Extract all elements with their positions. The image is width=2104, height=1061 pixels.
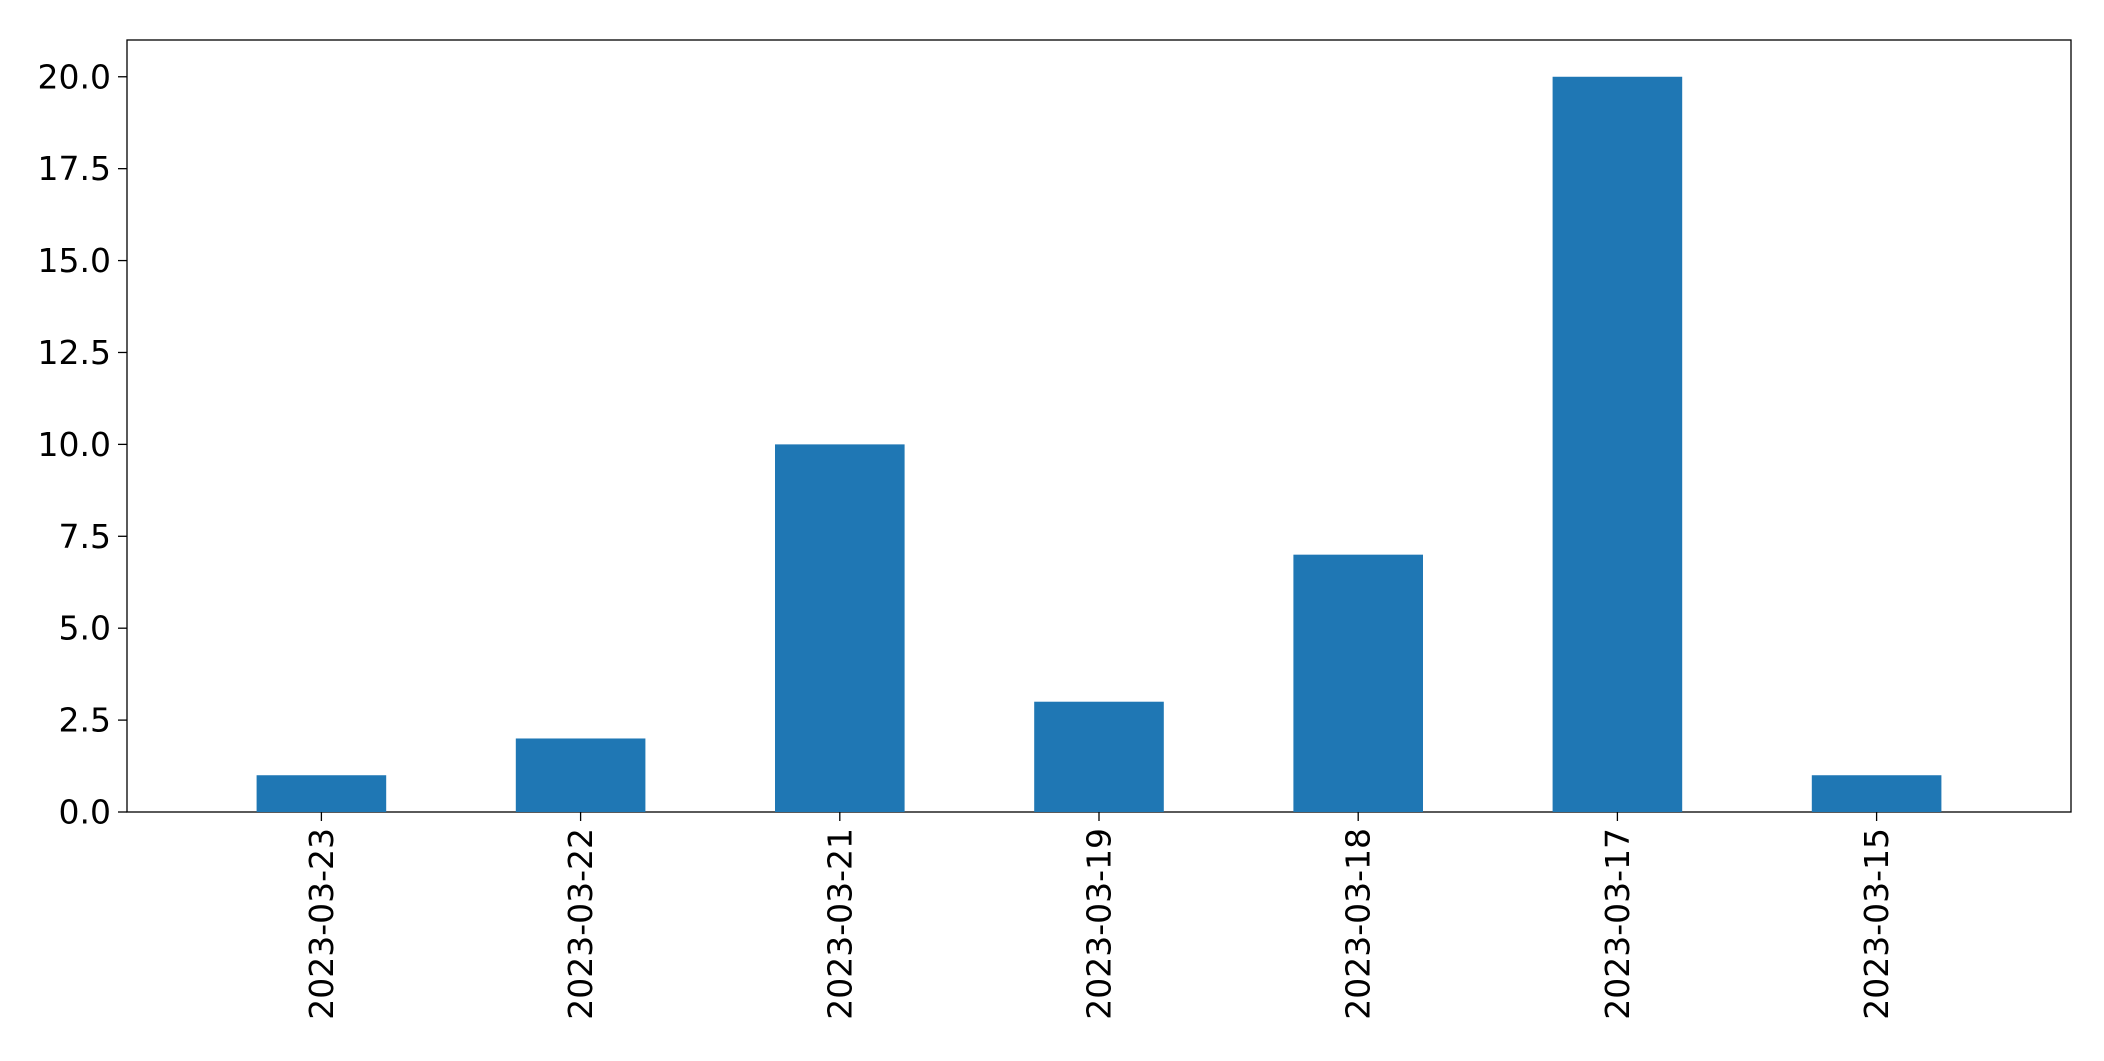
x-tick-label: 2023-03-17 [1598,828,1637,1020]
bars-group [256,76,1942,812]
y-tick-label: 15.0 [38,241,111,280]
bar-2023-03-15 [1811,775,1942,812]
y-tick-label: 12.5 [38,333,111,372]
bar-2023-03-21 [775,444,905,812]
y-tick-label: 5.0 [59,609,111,648]
x-tick-label: 2023-03-15 [1857,828,1896,1020]
bar-2023-03-17 [1552,76,1683,812]
plot-area-frame [126,39,2072,813]
x-tick-label: 2023-03-22 [561,828,600,1020]
x-tick-label: 2023-03-21 [820,828,859,1020]
y-tick-label: 0.0 [59,793,111,832]
y-axis: 0.0 2.5 5.0 7.5 10.0 12.5 15.0 17.5 20.0 [38,57,127,832]
y-tick-label: 2.5 [59,701,111,740]
x-tick-label: 2023-03-23 [302,828,341,1020]
x-tick-label: 2023-03-18 [1339,828,1378,1020]
bar-2023-03-19 [1034,701,1164,812]
x-axis: 2023-03-23 2023-03-22 2023-03-21 2023-03-19… [302,812,1896,1020]
bar-2023-03-22 [515,738,646,812]
bar-2023-03-18 [1293,554,1423,812]
y-tick-label: 17.5 [38,149,111,188]
bar-2023-03-23 [256,775,387,812]
x-tick-label: 2023-03-19 [1080,828,1119,1020]
y-tick-label: 20.0 [38,57,111,96]
y-tick-label: 10.0 [38,425,111,464]
y-tick-label: 7.5 [59,517,111,556]
